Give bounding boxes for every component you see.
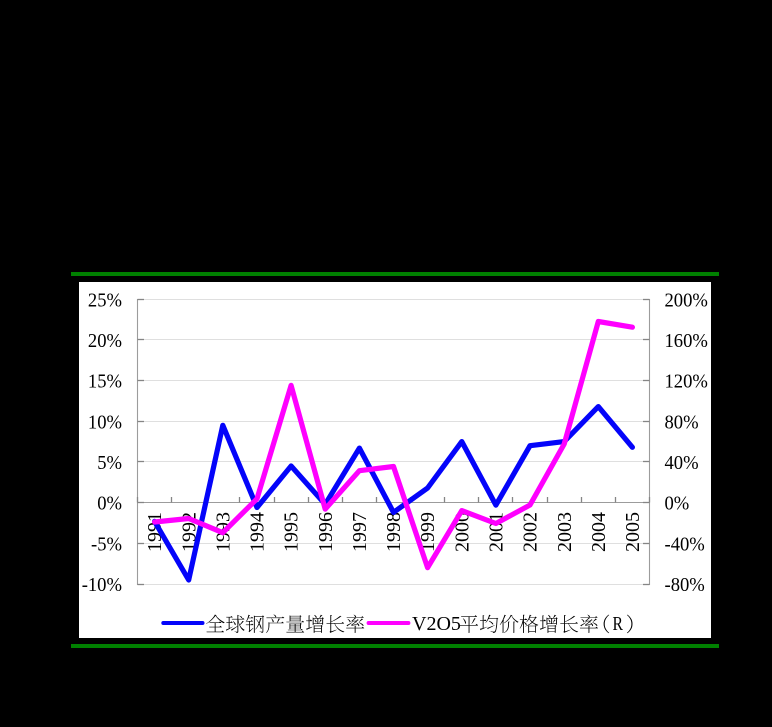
svg-text:40%: 40% — [665, 452, 699, 474]
svg-text:80%: 80% — [665, 411, 699, 433]
svg-text:25%: 25% — [88, 289, 122, 311]
svg-text:-80%: -80% — [665, 574, 705, 596]
svg-text:2005: 2005 — [622, 512, 644, 552]
svg-text:-40%: -40% — [665, 533, 705, 555]
svg-text:120%: 120% — [665, 371, 708, 393]
svg-text:1999: 1999 — [417, 512, 439, 552]
svg-text:10%: 10% — [88, 411, 122, 433]
svg-text:20%: 20% — [88, 330, 122, 352]
svg-text:1996: 1996 — [315, 512, 337, 552]
svg-text:2003: 2003 — [554, 512, 576, 552]
svg-text:0%: 0% — [665, 493, 690, 515]
svg-text:200%: 200% — [665, 289, 708, 311]
svg-text:V2O5: V2O5 — [412, 613, 461, 635]
svg-text:1995: 1995 — [281, 512, 303, 552]
svg-text:5%: 5% — [97, 452, 122, 474]
svg-text:1997: 1997 — [349, 512, 371, 552]
svg-text:R: R — [613, 613, 624, 635]
svg-text:2002: 2002 — [520, 512, 542, 552]
svg-text:1998: 1998 — [383, 512, 405, 552]
svg-text:160%: 160% — [665, 330, 708, 352]
svg-text:-10%: -10% — [82, 574, 122, 596]
svg-text:15%: 15% — [88, 371, 122, 393]
svg-text:-5%: -5% — [91, 533, 122, 555]
svg-text:1994: 1994 — [247, 512, 269, 552]
svg-text:2004: 2004 — [588, 512, 610, 552]
svg-text:0%: 0% — [97, 493, 122, 515]
